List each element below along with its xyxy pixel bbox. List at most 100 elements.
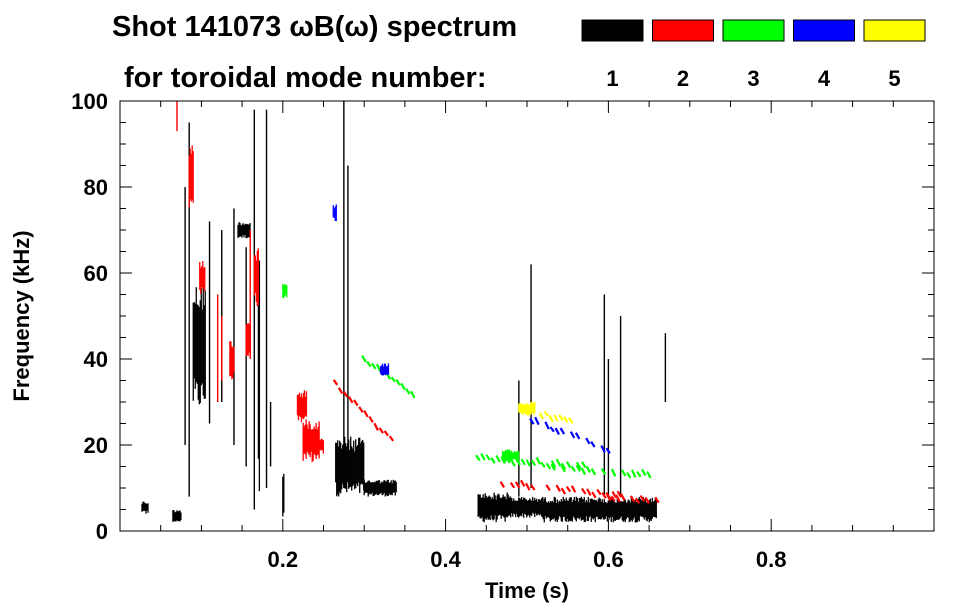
spectral-blob (253, 248, 259, 307)
y-tick-label: 80 (84, 175, 108, 200)
mode-ridge (540, 461, 652, 479)
ridge-segment (641, 468, 647, 477)
ridge-segment (524, 407, 530, 416)
y-tick-label: 40 (84, 347, 108, 372)
legend-caption: for toroidal mode number: (124, 62, 487, 94)
ridge-segment (390, 376, 396, 383)
ridge-segment (560, 487, 567, 495)
ridge-segment (550, 463, 556, 471)
ridge-segment (591, 491, 597, 499)
ridge-segment (610, 495, 616, 502)
spectral-blob (282, 284, 288, 299)
legend-swatch-5 (863, 19, 926, 42)
ridge-segment (570, 485, 577, 493)
ridge-segment (520, 458, 526, 466)
ridge-segment (540, 461, 546, 468)
ridge-segment (626, 471, 632, 479)
ridge-segment (490, 457, 496, 464)
ridge-segment (590, 441, 596, 448)
mode-ridge (605, 492, 660, 505)
ridge-segment (574, 432, 581, 440)
mode-ridge (332, 379, 395, 442)
ridge-segment (568, 417, 574, 424)
spectral-blob (314, 437, 325, 454)
spectral-blob (363, 479, 397, 497)
ridge-segment (371, 362, 377, 370)
spectral-blob (237, 222, 251, 239)
ridge-segment (629, 495, 636, 503)
mode-ridge (524, 407, 574, 424)
ridge-segment (530, 459, 536, 466)
y-tick-label: 20 (84, 433, 108, 458)
ridge-segment (644, 496, 650, 505)
ridge-segment (559, 427, 566, 435)
ridge-segment (375, 363, 382, 372)
x-tick-label: 0.4 (430, 547, 461, 572)
ridge-segment (554, 427, 560, 436)
legend-mode-5: 5 (888, 66, 900, 91)
ridge-segment (586, 488, 592, 496)
ridge-segment (505, 457, 511, 464)
spectral-blob (257, 260, 261, 492)
ridge-segment (545, 484, 551, 492)
ridge-segment (553, 414, 559, 422)
ridge-segment (560, 465, 566, 473)
ridge-segment (410, 390, 416, 399)
legend: 1 2 3 4 5 (581, 19, 926, 91)
ridge-segment (646, 470, 652, 479)
ridge-segment (342, 391, 349, 398)
ridge-segment (581, 487, 587, 495)
ridge-segment (615, 494, 621, 503)
ridge-segment (332, 379, 339, 386)
x-axis-label: Time (s) (485, 578, 569, 603)
ridge-segment (585, 465, 592, 473)
ridge-segment (388, 435, 395, 442)
ridge-segment (353, 399, 359, 407)
ridge-segment (535, 456, 542, 465)
ridge-segment (378, 427, 384, 434)
ridge-segment (620, 493, 626, 501)
ridge-segment (580, 467, 587, 476)
ridge-segment (605, 492, 611, 501)
spectral-blob (296, 390, 308, 423)
ridge-segment (545, 462, 552, 470)
ridge-segment (519, 479, 526, 487)
mode-ridge (499, 479, 623, 501)
ridge-segment (548, 414, 554, 423)
ridge-segment (611, 491, 617, 499)
ridge-segment (616, 490, 623, 498)
ridge-segment (550, 460, 557, 468)
spectral-blob (379, 363, 390, 376)
x-tick-label: 0.6 (593, 547, 624, 572)
mode-ridge (475, 452, 587, 470)
ridge-segment (525, 459, 532, 467)
ridge-segment (480, 452, 486, 461)
ridge-segment (585, 437, 591, 445)
series-mode-4 (332, 204, 611, 455)
ridge-segment (639, 494, 646, 502)
ridge-segment (634, 497, 641, 504)
legend-mode-1: 1 (606, 66, 618, 91)
ridge-segment (563, 416, 569, 423)
spectral-blob (332, 204, 337, 222)
ridge-segment (581, 461, 587, 469)
ridge-segment (565, 485, 572, 493)
ridge-segment (383, 430, 389, 437)
plot-frame (119, 100, 935, 532)
ridge-segment (529, 407, 535, 413)
ridge-segment (400, 382, 406, 391)
ridge-segment (538, 412, 545, 420)
ridge-segment (509, 481, 516, 489)
legend-swatch-2 (652, 19, 714, 42)
series-mode-1 (141, 101, 667, 523)
ridge-segment (373, 422, 379, 431)
ridge-segment (575, 464, 582, 472)
series-mode-3 (282, 284, 652, 479)
ridge-segment (405, 388, 411, 395)
ridge-segment (348, 396, 354, 404)
legend-mode-2: 2 (677, 66, 689, 91)
ridge-segment (558, 414, 564, 421)
ridge-segment (560, 462, 567, 470)
ridge-segment (495, 454, 501, 463)
ridge-segment (600, 468, 607, 476)
